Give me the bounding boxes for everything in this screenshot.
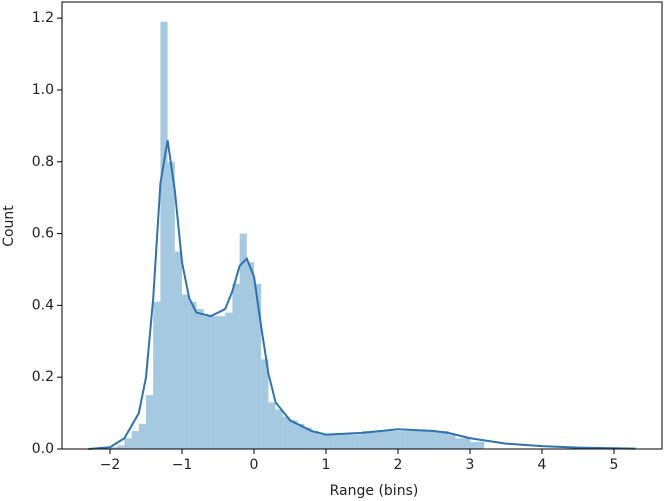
y-tick-label: 0.8 (32, 154, 54, 170)
bar (390, 431, 398, 449)
bar (326, 434, 334, 449)
bar (448, 434, 456, 449)
y-tick-label: 1.0 (32, 82, 54, 98)
y-tick-label: 0.0 (32, 441, 54, 457)
x-tick-label: 0 (250, 457, 259, 473)
y-tick-label: 0.2 (32, 369, 54, 385)
plot-area (88, 21, 636, 450)
bar (412, 431, 420, 449)
bar (347, 434, 355, 449)
x-tick-label: 3 (466, 457, 475, 473)
x-tick-label: 1 (322, 457, 331, 473)
bar (405, 431, 413, 449)
y-tick-label: 0.6 (32, 226, 54, 242)
y-tick-label: 0.4 (32, 297, 54, 313)
bar (218, 316, 226, 449)
bar (311, 431, 319, 449)
y-tick-label: 1.2 (32, 10, 54, 26)
bar (297, 423, 305, 449)
axes-frame (61, 1, 663, 450)
bar (203, 316, 211, 449)
bar (196, 308, 204, 449)
bar (333, 434, 341, 449)
bar (160, 21, 168, 450)
bar (397, 431, 406, 449)
bar (174, 251, 183, 449)
bar (210, 316, 219, 449)
bar (254, 283, 262, 449)
bar (131, 431, 139, 449)
x-tick-label: 4 (538, 457, 547, 473)
bar (369, 431, 377, 449)
bar (318, 434, 327, 449)
bar (282, 416, 291, 449)
bar (455, 438, 463, 449)
bar (426, 431, 434, 449)
bar (362, 431, 370, 449)
x-tick-label: −2 (100, 457, 121, 473)
bar (167, 161, 175, 449)
x-axis-label: Range (bins) (330, 483, 419, 499)
bar (110, 447, 118, 449)
bar (419, 431, 427, 449)
bar (376, 431, 384, 449)
bar (124, 438, 132, 449)
bar (383, 431, 391, 449)
bar (146, 395, 154, 449)
kde-line (88, 140, 636, 450)
bar (268, 402, 276, 449)
bar (117, 445, 125, 449)
bar (182, 294, 190, 449)
x-tick-label: −1 (172, 457, 193, 473)
bar (189, 301, 197, 449)
y-axis-label: Count (1, 205, 17, 247)
bar (290, 420, 298, 449)
bar (138, 423, 147, 449)
bar (304, 427, 312, 449)
x-tick-label: 5 (610, 457, 619, 473)
bar (239, 233, 247, 449)
bar (153, 301, 161, 449)
bar (354, 434, 362, 449)
bar (469, 441, 478, 449)
bar (477, 441, 485, 449)
bar (246, 262, 255, 449)
bar (340, 434, 348, 449)
x-tick-label: 2 (394, 457, 403, 473)
bar (462, 438, 470, 449)
bar (433, 431, 442, 449)
bar (232, 283, 240, 449)
bar (261, 359, 269, 449)
bar (225, 312, 233, 449)
bar (441, 431, 449, 449)
bar (275, 409, 283, 449)
